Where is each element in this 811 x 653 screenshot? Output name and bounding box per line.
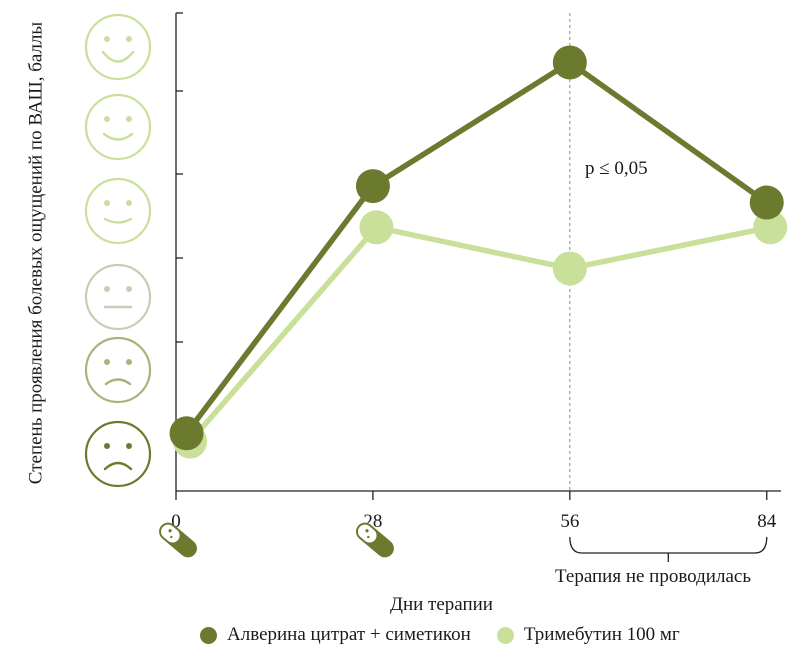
bracket-label: Терапия не проводилась bbox=[555, 566, 751, 587]
series-line-1 bbox=[187, 224, 771, 444]
pill-icon bbox=[355, 522, 394, 558]
series-0-point-0 bbox=[169, 416, 204, 451]
bracket-shape bbox=[569, 536, 768, 554]
series-1-point-2 bbox=[552, 251, 587, 286]
smile-face-icon bbox=[84, 93, 152, 161]
series-0-point-3 bbox=[749, 185, 784, 220]
pill-icons bbox=[159, 522, 394, 558]
legend: Алверина цитрат + симетикон Тримебутин 1… bbox=[200, 624, 706, 646]
legend-marker-0 bbox=[200, 626, 217, 644]
legend-item-1: Тримебутин 100 мг bbox=[496, 624, 680, 646]
x-tick-label-0: 0 bbox=[171, 511, 181, 532]
legend-label-1: Тримебутин 100 мг bbox=[523, 624, 680, 645]
sad-face-icon bbox=[84, 336, 152, 404]
x-axis-title: Дни терапии bbox=[390, 594, 493, 615]
neutral-face-icon bbox=[84, 263, 152, 331]
series-marks bbox=[169, 45, 788, 459]
legend-item-0: Алверина цитрат + симетикон bbox=[200, 624, 471, 646]
y-axis-title: Степень проявления болевых ощущений по В… bbox=[25, 21, 47, 485]
slight-smile-face-icon bbox=[84, 177, 152, 245]
pain-scale-faces bbox=[84, 13, 152, 488]
axes: 0 28 56 84 bbox=[171, 12, 781, 532]
series-0-point-2 bbox=[552, 45, 587, 80]
pill-icon bbox=[159, 522, 197, 558]
series-line-0 bbox=[184, 59, 769, 435]
p-value-annotation: p ≤ 0,05 bbox=[585, 158, 648, 179]
x-tick-label-2: 56 bbox=[560, 511, 579, 532]
legend-marker-1 bbox=[496, 626, 514, 644]
big-smile-face-icon bbox=[84, 13, 152, 81]
very-sad-face-icon bbox=[84, 420, 152, 488]
series-0-point-1 bbox=[355, 169, 390, 204]
series-1-point-1 bbox=[359, 210, 394, 245]
legend-label-0: Алверина цитрат + симетикон bbox=[227, 624, 471, 645]
x-tick-label-3: 84 bbox=[757, 511, 777, 532]
no-therapy-bracket bbox=[569, 536, 768, 562]
